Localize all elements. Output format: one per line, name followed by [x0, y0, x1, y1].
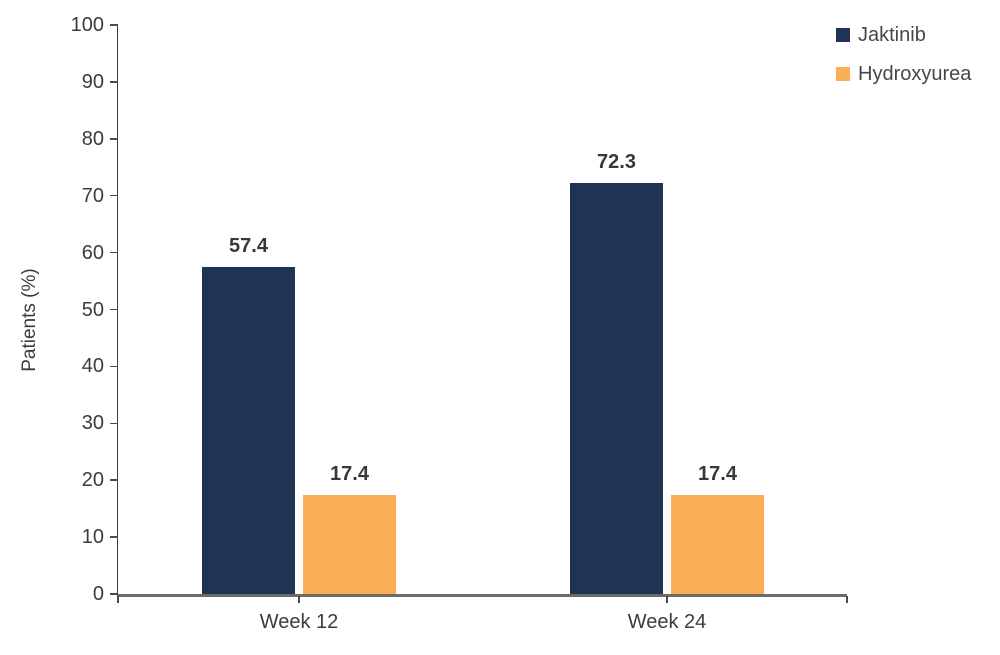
y-axis-tick [110, 81, 118, 83]
y-axis-tick-label: 50 [81, 298, 104, 321]
x-axis-tick [298, 596, 300, 603]
y-axis-tick-label: 100 [70, 14, 104, 36]
bar-hydroxyurea-week-12 [303, 494, 396, 594]
y-axis-tick [110, 593, 118, 595]
legend-item-jaktinib: Jaktinib [836, 23, 971, 47]
y-axis-tick-label: 0 [92, 583, 104, 605]
y-axis-tick-label: 70 [81, 184, 104, 207]
bar-value-label: 17.4 [330, 462, 369, 485]
y-axis-tick-label: 10 [81, 526, 104, 549]
x-axis-tick [846, 596, 848, 603]
legend-label-jaktinib: Jaktinib [858, 23, 926, 46]
legend-label-hydroxyurea: Hydroxyurea [858, 62, 972, 85]
y-axis-tick [110, 194, 118, 197]
y-axis-tick-label: 60 [81, 241, 104, 264]
x-axis-tick [666, 596, 668, 603]
y-axis-tick [110, 365, 118, 368]
y-axis-tick [110, 308, 118, 311]
y-axis-tick-label: 80 [81, 127, 104, 150]
bar-value-label: 72.3 [597, 150, 636, 173]
x-axis-tick [117, 596, 119, 603]
y-axis-tick [110, 24, 118, 26]
bar-jaktinib-week-24 [570, 182, 663, 594]
legend-swatch-jaktinib [836, 28, 850, 42]
bar-value-label: 57.4 [229, 235, 268, 258]
x-axis-line [118, 594, 847, 597]
bar-jaktinib-week-12 [202, 267, 295, 594]
x-axis-category-label: Week 24 [627, 611, 707, 633]
legend: Jaktinib Hydroxyurea [836, 23, 971, 101]
y-axis-tick [110, 138, 118, 140]
bar-hydroxyurea-week-24 [671, 494, 764, 594]
y-axis-tick-label: 90 [81, 70, 104, 93]
legend-item-hydroxyurea: Hydroxyurea [836, 62, 971, 86]
y-axis-tick-label: 30 [81, 412, 104, 435]
x-axis-category-label: Week 12 [259, 611, 339, 633]
y-axis-tick [110, 251, 118, 254]
y-axis-title: Patients (%) [19, 268, 40, 372]
y-axis-tick-label: 20 [81, 469, 104, 492]
y-axis-line [116, 25, 118, 602]
y-axis-tick [110, 422, 118, 425]
y-axis-tick [110, 536, 118, 538]
y-axis-tick-label: 40 [81, 355, 104, 378]
legend-swatch-hydroxyurea [836, 67, 850, 81]
y-axis-tick [110, 479, 118, 481]
bar-value-label: 17.4 [698, 462, 737, 485]
